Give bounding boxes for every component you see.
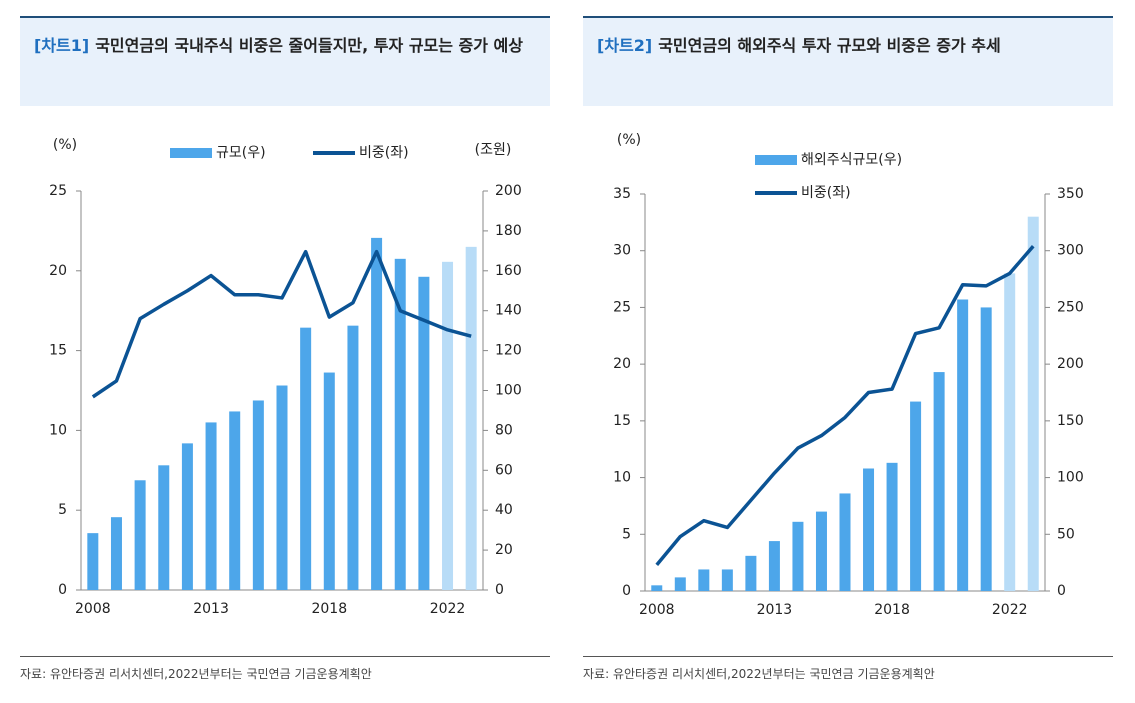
bar [933,372,945,591]
y2-tick-label: 300 [1057,243,1084,259]
y-tick-label: 25 [613,299,631,315]
y2-unit: (조원) [475,142,512,158]
source-note: 자료: 유안타증권 리서치센터,2022년부터는 국민연금 기금운용계획안 [20,656,550,682]
bar [418,276,430,590]
y-tick-label: 30 [613,243,631,259]
bar [839,493,851,591]
bar [394,258,406,590]
y-unit: (%) [53,137,77,153]
y2-tick-label: 0 [1057,583,1066,599]
bar [347,325,359,590]
y2-tick-label: 0 [495,582,504,598]
y-tick-label: 20 [613,356,631,372]
bar [815,511,827,591]
bar [863,468,875,591]
y2-tick-label: 200 [1057,356,1084,372]
bar [745,555,757,591]
x-tick-label: 2018 [874,602,910,618]
y2-tick-label: 150 [1057,413,1084,429]
y-tick-label: 15 [613,413,631,429]
y2-tick-label: 140 [495,303,522,319]
y2-tick-label: 180 [495,223,522,239]
bar [957,299,969,591]
y2-tick-label: 20 [495,542,513,558]
y-tick-label: 5 [622,526,631,542]
x-tick-label: 2018 [311,601,347,617]
y2-tick-label: 160 [495,263,522,279]
line-series [655,245,1035,567]
chart-label: [차트1] [34,36,90,55]
bar [371,237,383,590]
chart-title: 국민연금의 해외주식 투자 규모와 비중은 증가 추세 [658,36,1001,55]
bar [205,422,217,590]
y2-tick-label: 80 [495,422,513,438]
bar [698,569,710,591]
x-tick-label: 2022 [992,602,1028,618]
y-tick-label: 0 [58,582,67,598]
bar [134,480,146,590]
y-tick-label: 15 [49,343,67,359]
y2-tick-label: 100 [495,383,522,399]
y-unit: (%) [617,132,641,148]
y2-tick-label: 200 [495,183,522,199]
x-tick-label: 2013 [757,602,793,618]
y-tick-label: 25 [49,183,67,199]
bar [300,327,312,590]
y-tick-label: 10 [49,422,67,438]
line-series [91,249,472,399]
bar [721,569,733,591]
chart-header: [차트1] 국민연금의 국내주식 비중은 줄어들지만, 투자 규모는 증가 예상 [20,16,550,106]
x-tick-label: 2008 [75,601,111,617]
bar [229,411,241,590]
bar [181,443,193,590]
x-tick-label: 2013 [193,601,229,617]
y2-tick-label: 120 [495,343,522,359]
legend-label: 해외주식규모(우) [801,152,902,168]
bar [110,517,122,590]
bar [1004,273,1016,591]
bar [674,577,686,591]
y2-tick-label: 60 [495,462,513,478]
bar [980,307,992,591]
y2-tick-label: 50 [1057,526,1075,542]
bar [792,521,804,591]
bar [323,372,335,590]
bar [276,385,288,590]
bar [651,585,663,591]
bar [442,261,454,590]
source-note: 자료: 유안타증권 리서치센터,2022년부터는 국민연금 기금운용계획안 [583,656,1113,682]
y2-tick-label: 250 [1057,299,1084,315]
chart-title: 국민연금의 국내주식 비중은 줄어들지만, 투자 규모는 증가 예상 [95,36,523,55]
y-tick-label: 0 [622,583,631,599]
y-tick-label: 10 [613,470,631,486]
legend-label: 비중(좌) [359,145,409,161]
y-tick-label: 5 [58,502,67,518]
bar [886,462,898,591]
y2-tick-label: 350 [1057,186,1084,202]
legend-label: 규모(우) [216,145,266,161]
chart-header: [차트2] 국민연금의 해외주식 투자 규모와 비중은 증가 추세 [583,16,1113,106]
bar [465,246,477,591]
x-tick-label: 2022 [430,601,466,617]
bar [1027,216,1039,591]
bar [158,465,170,590]
legend-swatch [755,155,797,165]
chart-label: [차트2] [597,36,653,55]
legend-swatch [170,148,212,158]
legend-label: 비중(좌) [801,185,851,201]
y2-tick-label: 40 [495,502,513,518]
y-tick-label: 20 [49,263,67,279]
bar [768,541,780,591]
y2-tick-label: 100 [1057,470,1084,486]
y-tick-label: 35 [613,186,631,202]
x-tick-label: 2008 [639,602,675,618]
bar [252,400,264,590]
bar [87,533,99,590]
bar [910,401,922,591]
